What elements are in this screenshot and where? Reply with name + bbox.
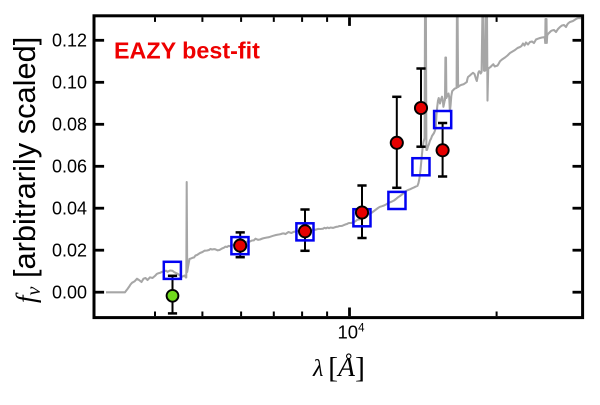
svg-text:0.10: 0.10 [52, 73, 87, 93]
svg-text:λ [Å]: λ [Å] [312, 351, 365, 385]
svg-text:0.04: 0.04 [52, 199, 87, 219]
svg-text:0.08: 0.08 [52, 115, 87, 135]
svg-text:0.00: 0.00 [52, 283, 87, 303]
svg-text:EAZY best-fit: EAZY best-fit [114, 37, 260, 63]
svg-text:0.06: 0.06 [52, 157, 87, 177]
svg-text:0.02: 0.02 [52, 241, 87, 261]
svg-text:0.12: 0.12 [52, 31, 87, 51]
svg-text:fν [arbitrarily scaled]: fν [arbitrarily scaled] [7, 37, 45, 303]
